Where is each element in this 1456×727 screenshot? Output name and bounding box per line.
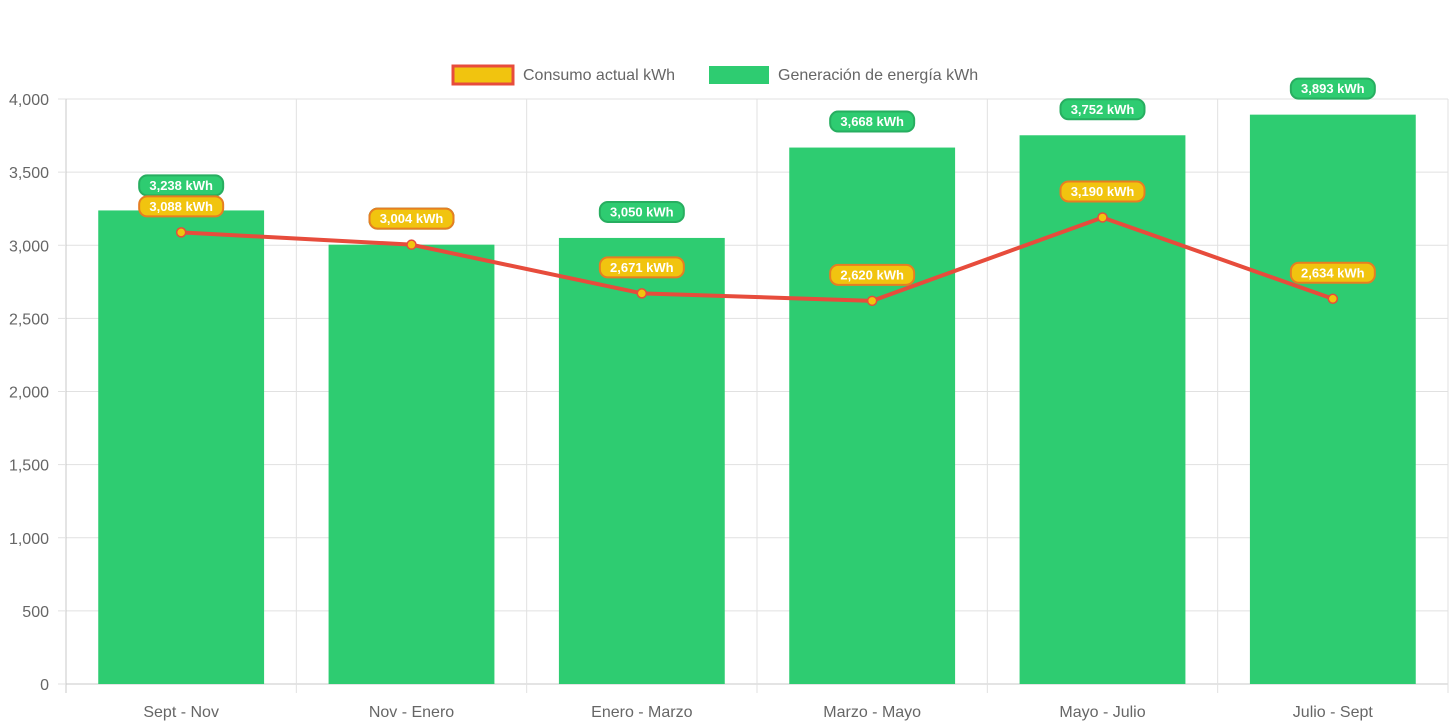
bar-data-label-text: 3,893 kWh	[1301, 81, 1365, 96]
x-tick-label: Enero - Marzo	[591, 704, 692, 721]
legend-label-consumo: Consumo actual kWh	[523, 67, 675, 84]
bar-data-label-box	[598, 200, 685, 223]
line-point	[1097, 212, 1108, 223]
y-tick-label: 3,000	[9, 238, 49, 255]
y-tick-label: 0	[40, 677, 49, 694]
bar	[328, 244, 495, 685]
line-data-label-text: 2,634 kWh	[1301, 265, 1365, 280]
line-data-label: 3,088 kWh	[138, 195, 225, 218]
bar-data-label: 3,050 kWh	[598, 200, 685, 223]
bar-data-label-text: 3,668 kWh	[840, 114, 904, 129]
bar-data-label: 3,238 kWh	[138, 174, 225, 197]
line-path	[181, 215, 1334, 303]
x-tick-label: Mayo - Julio	[1059, 704, 1145, 721]
line-data-label-text: 3,088 kWh	[149, 199, 213, 214]
y-tick-label: 3,500	[9, 165, 49, 182]
y-tick-label: 4,000	[9, 92, 49, 109]
x-axis: Sept - Nov Nov - Enero Enero - Marzo Marzo …	[143, 704, 1373, 721]
line-data-label: 3,004 kWh	[368, 207, 455, 230]
y-tick-label: 500	[22, 604, 49, 621]
line-series	[175, 212, 1339, 307]
line-data-labels: 3,088 kWh 3,004 kWh 2,671 kWh 2,620 kWh 3,19…	[138, 180, 1376, 286]
bar-data-label: 3,893 kWh	[1289, 77, 1376, 100]
x-tick-label: Marzo - Mayo	[823, 704, 921, 721]
line-data-label-box	[598, 256, 685, 279]
line-data-label-text: 2,620 kWh	[840, 267, 904, 282]
line-point	[1327, 293, 1339, 305]
line-data-label-box	[829, 263, 916, 286]
bar-data-label-box	[1059, 98, 1146, 121]
bar-series	[98, 114, 1416, 685]
bar	[558, 237, 725, 684]
x-tick-label: Sept - Nov	[143, 704, 219, 721]
x-tick-label: Julio - Sept	[1293, 704, 1374, 721]
line-data-label-text: 3,004 kWh	[380, 211, 444, 226]
legend-item-consumo[interactable]: Consumo actual kWh	[451, 64, 675, 86]
bar-data-label-box	[1289, 77, 1376, 100]
bar-data-label: 3,752 kWh	[1059, 98, 1146, 121]
legend: Consumo actual kWh Generación de energía…	[451, 64, 978, 86]
line-point	[636, 288, 648, 299]
line-data-label: 2,620 kWh	[829, 263, 916, 286]
bar-data-label-box	[829, 110, 916, 133]
legend-label-generacion: Generación de energía kWh	[778, 67, 978, 84]
line-data-label: 3,190 kWh	[1059, 180, 1146, 203]
legend-item-generacion[interactable]: Generación de energía kWh	[709, 66, 978, 84]
bar-data-label: 3,668 kWh	[829, 110, 916, 133]
y-tick-label: 2,000	[9, 385, 49, 402]
bar	[1019, 135, 1186, 684]
grid-lines	[65, 98, 1449, 693]
line-data-label-box	[368, 207, 455, 230]
y-tick-label: 1,500	[9, 458, 49, 475]
legend-swatch-consumo	[451, 64, 515, 86]
line-data-label: 2,671 kWh	[598, 256, 685, 279]
x-tick-label: Nov - Enero	[369, 704, 454, 721]
bar-data-label-text: 3,752 kWh	[1071, 102, 1135, 117]
line-data-label: 2,634 kWh	[1289, 261, 1376, 284]
y-tick-label: 1,000	[9, 531, 49, 548]
bar-data-label-text: 3,238 kWh	[149, 178, 213, 193]
line-data-label-box	[1289, 261, 1376, 284]
line-point	[175, 227, 187, 238]
line-data-label-box	[1059, 180, 1146, 203]
bar-data-label-text: 3,050 kWh	[610, 204, 674, 219]
y-tick-label: 2,500	[9, 311, 49, 328]
line-data-label-text: 2,671 kWh	[610, 260, 674, 275]
y-axis: 0 500 1,000 1,500 2,000 2,500 3,000 3,500 4,000	[9, 92, 66, 694]
line-point	[406, 239, 417, 250]
legend-swatch-generacion	[709, 66, 769, 84]
line-data-label-text: 3,190 kWh	[1071, 184, 1135, 199]
line-point	[866, 295, 878, 307]
line-data-label-box	[138, 195, 225, 218]
bar	[98, 210, 265, 684]
bar	[789, 147, 956, 684]
bar	[1249, 114, 1416, 685]
